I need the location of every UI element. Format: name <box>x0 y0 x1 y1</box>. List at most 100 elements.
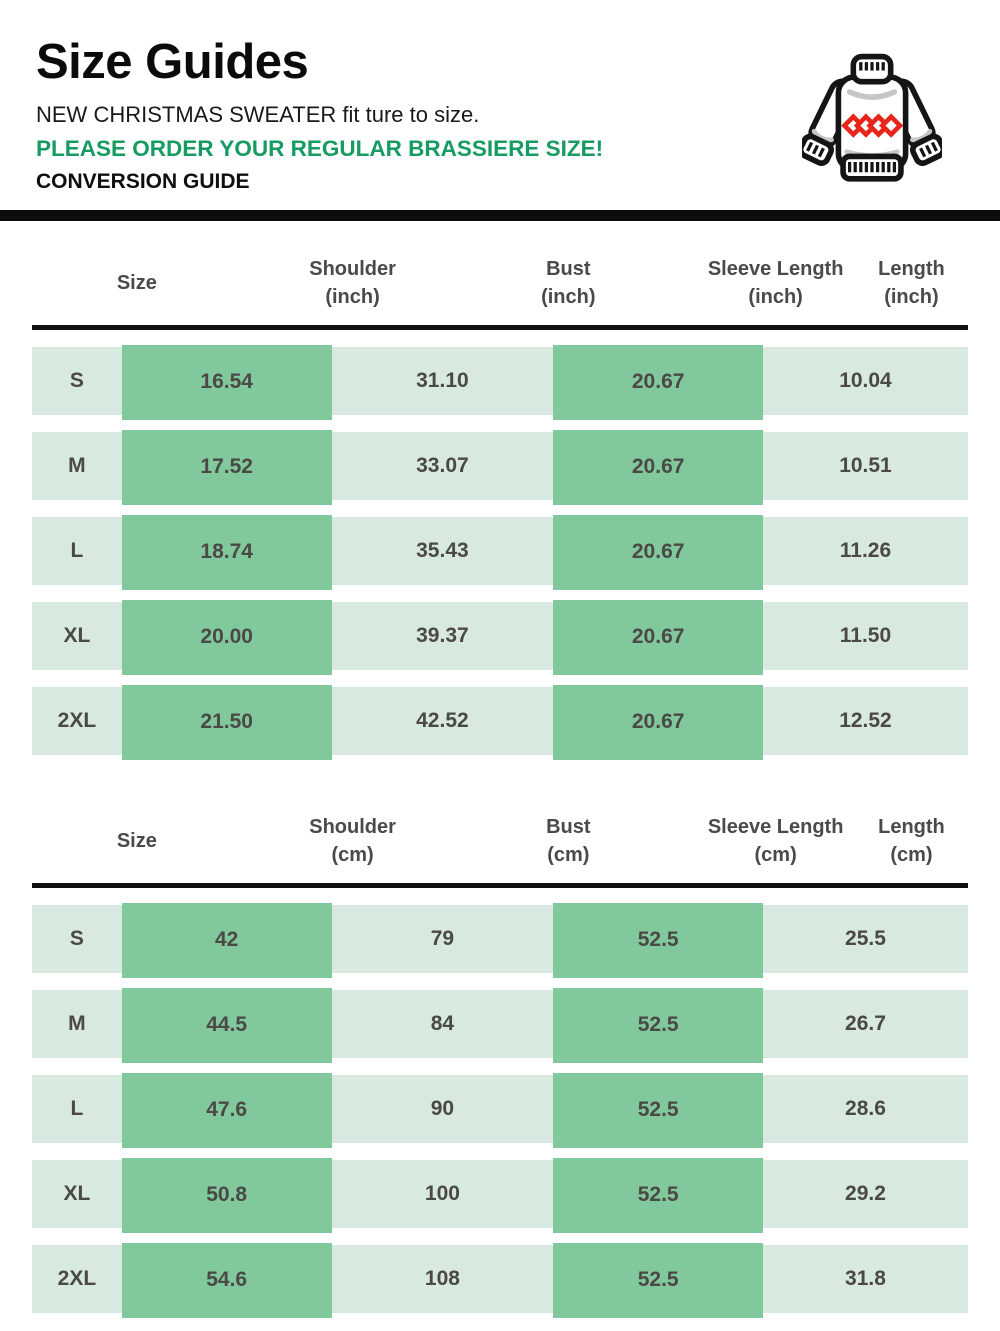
size-cell: L <box>32 516 122 585</box>
bust-cell: 33.07 <box>331 431 554 500</box>
header-label: Sleeve Length <box>707 257 844 280</box>
header-cell: Length (cm) <box>878 812 945 870</box>
header-underline <box>32 882 968 888</box>
sleeve-length-cell: 20.67 <box>553 429 763 505</box>
bust-cell: 100 <box>331 1159 554 1228</box>
header-unit: (cm) <box>331 843 374 866</box>
fit-note: NEW CHRISTMAS SWEATER fit ture to size. <box>36 101 480 127</box>
shoulder-cell: 54.6 <box>121 1242 332 1318</box>
table-row: M 44.5 84 52.5 26.7 <box>32 987 968 1063</box>
length-cell: 28.6 <box>762 1074 968 1143</box>
header-cell: Sleeve Length (inch) <box>673 254 878 312</box>
christmas-sweater-icon <box>797 50 947 190</box>
header-unit: (inch) <box>748 285 803 308</box>
table-row: XL 20.00 39.37 20.67 11.50 <box>32 599 968 675</box>
bust-cell: 79 <box>331 904 554 973</box>
sleeve-length-cell: 52.5 <box>553 1072 763 1148</box>
length-cell: 31.8 <box>762 1244 968 1313</box>
bust-cell: 35.43 <box>331 516 554 585</box>
sleeve-length-cell: 52.5 <box>553 1157 763 1233</box>
shoulder-cell: 42 <box>121 902 332 978</box>
sleeve-length-cell: 20.67 <box>553 514 763 590</box>
size-cell: S <box>32 346 122 415</box>
table-row: L 18.74 35.43 20.67 11.26 <box>32 514 968 590</box>
header-cell: Shoulder (cm) <box>242 812 464 870</box>
sleeve-length-cell: 20.67 <box>553 599 763 675</box>
shoulder-cell: 50.8 <box>121 1157 332 1233</box>
table-body-inch: S 16.54 31.10 20.67 10.04 M 17.52 33.07 … <box>32 344 968 760</box>
length-cell: 25.5 <box>762 904 968 973</box>
bust-cell: 90 <box>331 1074 554 1143</box>
shoulder-cell: 17.52 <box>121 429 332 505</box>
sleeve-length-cell: 52.5 <box>553 987 763 1063</box>
table-row: S 42 79 52.5 25.5 <box>32 902 968 978</box>
table-row: 2XL 54.6 108 52.5 31.8 <box>32 1242 968 1318</box>
header-label: Bust <box>546 257 591 280</box>
table-row: M 17.52 33.07 20.67 10.51 <box>32 429 968 505</box>
header-label: Sleeve Length <box>707 815 844 838</box>
shoulder-cell: 44.5 <box>121 987 332 1063</box>
table-row: XL 50.8 100 52.5 29.2 <box>32 1157 968 1233</box>
size-cell: 2XL <box>32 686 122 755</box>
header-unit: (cm) <box>890 843 933 866</box>
header-label: Shoulder <box>309 257 396 280</box>
table-row: L 47.6 90 52.5 28.6 <box>32 1072 968 1148</box>
size-cell: S <box>32 904 122 973</box>
header-label: Length <box>878 815 945 838</box>
header-unit: (cm) <box>547 843 590 866</box>
conversion-guide-label: CONVERSION GUIDE <box>36 169 250 193</box>
table-row: S 16.54 31.10 20.67 10.04 <box>32 344 968 420</box>
length-cell: 10.51 <box>762 431 968 500</box>
header-cell: Bust (inch) <box>463 254 673 312</box>
length-cell: 26.7 <box>762 989 968 1058</box>
header-cell: Size <box>32 254 242 312</box>
header-cell: Length (inch) <box>878 254 945 312</box>
shoulder-cell: 16.54 <box>121 344 332 420</box>
sleeve-length-cell: 52.5 <box>553 902 763 978</box>
bust-cell: 108 <box>331 1244 554 1313</box>
header-cell: Shoulder (inch) <box>242 254 464 312</box>
size-table-inch: Size Shoulder (inch) Bust (inch) Sleeve … <box>32 221 968 760</box>
length-cell: 10.04 <box>762 346 968 415</box>
length-cell: 11.50 <box>762 601 968 670</box>
shoulder-cell: 20.00 <box>121 599 332 675</box>
page-title: Size Guides <box>36 35 309 89</box>
header-unit: (inch) <box>541 285 596 308</box>
shoulder-cell: 47.6 <box>121 1072 332 1148</box>
header-cell: Bust (cm) <box>463 812 673 870</box>
order-notice: PLEASE ORDER YOUR REGULAR BRASSIERE SIZE… <box>36 135 604 161</box>
header-cell: Sleeve Length (cm) <box>673 812 878 870</box>
shoulder-cell: 21.50 <box>121 684 332 760</box>
bust-cell: 31.10 <box>331 346 554 415</box>
header-label: Length <box>878 257 945 280</box>
header-label: Shoulder <box>309 815 396 838</box>
size-cell: L <box>32 1074 122 1143</box>
length-cell: 11.26 <box>762 516 968 585</box>
size-cell: M <box>32 989 122 1058</box>
header-unit: (inch) <box>325 285 380 308</box>
header-label: Size <box>116 271 157 294</box>
table-header-row-inch: Size Shoulder (inch) Bust (inch) Sleeve … <box>32 221 968 312</box>
header-unit: (cm) <box>754 843 797 866</box>
shoulder-cell: 18.74 <box>121 514 332 590</box>
header-label: Size <box>116 829 157 852</box>
header-label: Bust <box>546 815 591 838</box>
bust-cell: 84 <box>331 989 554 1058</box>
size-cell: XL <box>32 1159 122 1228</box>
length-cell: 29.2 <box>762 1159 968 1228</box>
header-unit: (inch) <box>884 285 939 308</box>
bust-cell: 39.37 <box>331 601 554 670</box>
size-table-cm: Size Shoulder (cm) Bust (cm) Sleeve Leng… <box>32 772 968 1318</box>
sleeve-length-cell: 20.67 <box>553 684 763 760</box>
table-body-cm: S 42 79 52.5 25.5 M 44.5 84 52.5 26.7 L <box>32 902 968 1318</box>
table-header-row-cm: Size Shoulder (cm) Bust (cm) Sleeve Leng… <box>32 772 968 870</box>
size-cell: XL <box>32 601 122 670</box>
table-row: 2XL 21.50 42.52 20.67 12.52 <box>32 684 968 760</box>
bust-cell: 42.52 <box>331 686 554 755</box>
header-underline <box>32 324 968 330</box>
size-cell: M <box>32 431 122 500</box>
header-divider <box>0 209 1000 221</box>
header-cell: Size <box>32 812 242 870</box>
sleeve-length-cell: 20.67 <box>553 344 763 420</box>
